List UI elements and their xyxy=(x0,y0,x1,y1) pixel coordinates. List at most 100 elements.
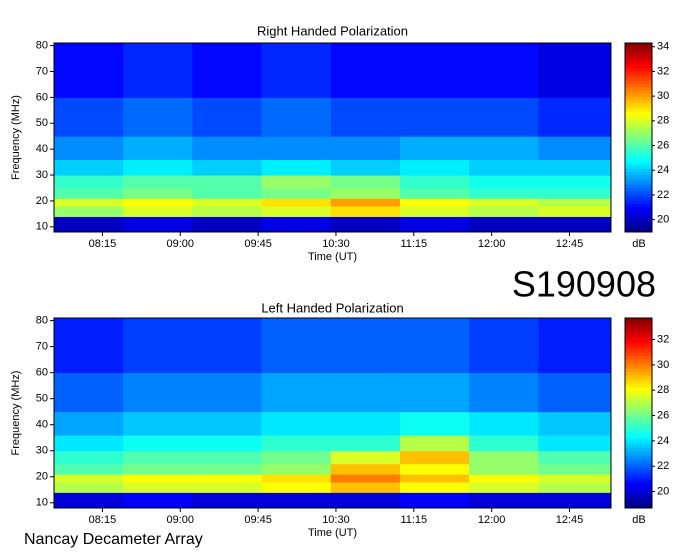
chart-title: Right Handed Polarization xyxy=(257,23,408,38)
colorbar-segment xyxy=(625,206,652,211)
observatory: Nancay Decameter Array xyxy=(24,531,203,548)
plot-frame xyxy=(53,317,612,509)
x-tick-label: 10:30 xyxy=(322,238,350,250)
colorbar-segment xyxy=(625,444,652,449)
heatmap-cell xyxy=(123,318,193,374)
x-tick-label: 08:15 xyxy=(89,514,117,526)
heatmap-cell xyxy=(261,216,332,233)
heatmap-cell xyxy=(330,474,401,483)
colorbar-tick-label: 26 xyxy=(657,139,669,151)
heatmap-cell xyxy=(123,474,193,483)
heatmap-cell xyxy=(399,492,470,509)
x-axis-label: Time (UT) xyxy=(308,251,357,263)
y-tick-label: 80 xyxy=(36,39,48,51)
heatmap-cell xyxy=(538,206,612,217)
heatmap-cell xyxy=(330,97,401,137)
heatmap-cell xyxy=(538,97,612,137)
heatmap-cell xyxy=(123,435,193,452)
colorbar-tick-label: 22 xyxy=(657,460,669,472)
colorbar-segment xyxy=(625,479,652,484)
heatmap-cell xyxy=(399,136,470,161)
colorbar-segment xyxy=(625,216,652,220)
heatmap-cell xyxy=(330,492,401,509)
heatmap-cell xyxy=(399,97,470,137)
colorbar-segment xyxy=(625,406,652,411)
heatmap-cell xyxy=(192,435,263,452)
heatmap-cell xyxy=(469,175,539,189)
colorbar-segment xyxy=(625,134,652,138)
plot-frame xyxy=(53,42,612,233)
colorbar-segment xyxy=(625,128,652,132)
colorbar-segment xyxy=(625,340,652,344)
colorbar-segment xyxy=(625,432,652,436)
heatmap-cell xyxy=(54,159,124,176)
heatmap-cell xyxy=(330,435,401,452)
colorbar-segment xyxy=(625,80,652,85)
colorbar-segment xyxy=(625,124,652,129)
heatmap-cell xyxy=(54,136,124,161)
colorbar-segment xyxy=(625,146,652,151)
colorbar-segment xyxy=(625,384,652,389)
heatmap-cell xyxy=(123,187,193,199)
heatmap-cell xyxy=(261,187,332,199)
heatmap-cell xyxy=(54,492,124,509)
heatmap-cell xyxy=(330,159,401,176)
colorbar-tick-label: 24 xyxy=(657,164,669,176)
colorbar-segment xyxy=(625,473,652,477)
heatmap-cell xyxy=(261,97,332,137)
y-tick-label: 20 xyxy=(36,471,48,483)
heatmap-cell xyxy=(192,187,263,199)
heatmap-cell xyxy=(469,481,539,493)
heatmap-cell xyxy=(192,474,263,483)
colorbar-segment xyxy=(625,90,652,94)
colorbar-tick-label: 22 xyxy=(657,189,669,201)
heatmap-cell xyxy=(261,206,332,217)
colorbar-segment xyxy=(625,485,652,490)
colorbar-segment xyxy=(625,409,652,414)
colorbar-segment xyxy=(625,460,652,465)
x-tick-label: 09:00 xyxy=(167,238,195,250)
heatmap-cell xyxy=(330,450,401,465)
heatmap-cell xyxy=(538,175,612,189)
heatmap-cell xyxy=(538,372,612,413)
colorbar-segment xyxy=(625,321,652,325)
colorbar-segment xyxy=(625,397,652,401)
heatmap-cell xyxy=(469,318,539,374)
colorbar-segment xyxy=(625,470,652,474)
colorbar-label: dB xyxy=(632,514,645,526)
heatmap-cell xyxy=(538,198,612,207)
heatmap-cell xyxy=(192,216,263,233)
x-tick-label: 12:45 xyxy=(556,238,584,250)
heatmap-cell xyxy=(123,97,193,137)
colorbar-segment xyxy=(625,58,652,63)
heatmap-cell xyxy=(261,175,332,189)
colorbar-segment xyxy=(625,378,652,382)
colorbar-segment xyxy=(625,498,652,503)
colorbar-segment xyxy=(625,413,652,417)
colorbar-segment xyxy=(625,504,652,509)
colorbar-segment xyxy=(625,68,652,72)
colorbar-segment xyxy=(625,77,652,82)
colorbar-segment xyxy=(625,368,652,373)
colorbar-tick-label: 28 xyxy=(657,384,669,396)
heatmap-cell xyxy=(330,411,401,436)
colorbar-segment xyxy=(625,359,652,363)
heatmap-cell xyxy=(399,175,470,189)
heatmap-cell xyxy=(538,474,612,483)
colorbar-segment xyxy=(625,349,652,354)
heatmap-cell xyxy=(192,463,263,475)
colorbar-segment xyxy=(625,495,652,499)
colorbar-segment xyxy=(625,222,652,227)
heatmap-cell xyxy=(261,159,332,176)
colorbar-segment xyxy=(625,156,652,161)
colorbar-segment xyxy=(625,343,652,347)
colorbar-frame xyxy=(624,317,653,509)
heatmap-cell xyxy=(123,481,193,493)
colorbar-segment xyxy=(625,200,652,205)
colorbar-segment xyxy=(625,337,652,341)
heatmap-cell xyxy=(399,198,470,207)
x-axis-label: Time (UT) xyxy=(308,527,357,539)
heatmap-cell xyxy=(330,318,401,374)
colorbar-frame xyxy=(624,42,653,233)
heatmap-cell xyxy=(469,435,539,452)
